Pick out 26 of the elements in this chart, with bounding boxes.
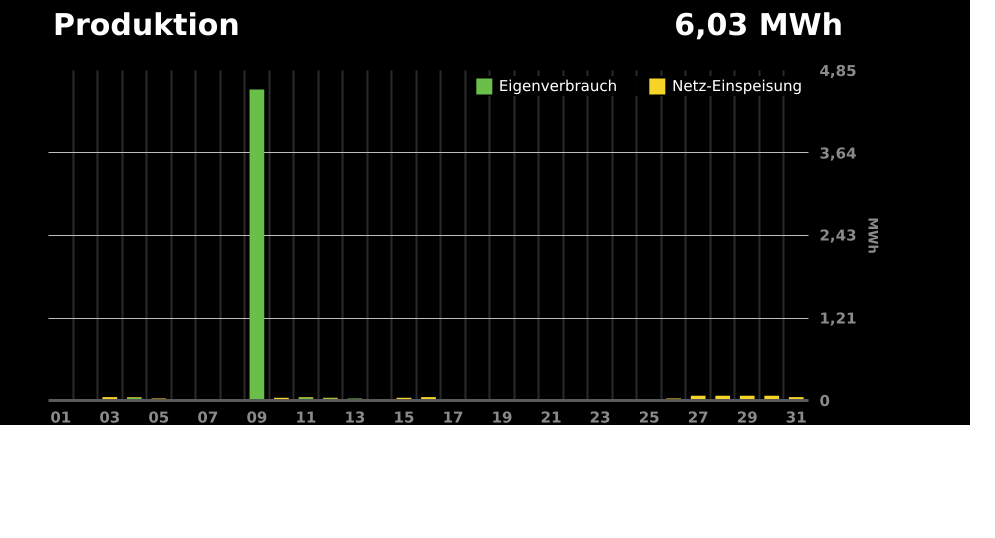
x-tick-label: 05 xyxy=(148,408,170,426)
x-tick-label: 11 xyxy=(295,408,316,426)
y-tick-label: 2,43 xyxy=(820,226,857,245)
x-tick-label: 23 xyxy=(590,408,611,426)
x-tick-label: 01 xyxy=(50,408,72,426)
y-tick-label: 0 xyxy=(820,392,830,410)
chart-title: Produktion xyxy=(53,7,240,45)
x-tick-label: 31 xyxy=(786,408,807,426)
legend-label: Eigenverbrauch xyxy=(498,77,618,95)
x-tick-label: 27 xyxy=(688,408,709,426)
x-tick-label: 15 xyxy=(394,408,414,426)
x-tick-label: 29 xyxy=(736,408,758,426)
y-axis-title: MWh xyxy=(864,217,880,254)
y-tick-label: 4,85 xyxy=(820,62,857,80)
x-tick-label: 09 xyxy=(246,408,268,426)
legend-label: Netz-Einspeisung xyxy=(672,77,802,95)
x-tick-label: 13 xyxy=(344,408,366,426)
chart-subtitle: 6,03 MWh xyxy=(674,7,843,45)
x-tick-label: 17 xyxy=(442,408,464,426)
y-tick-label: 1,21 xyxy=(820,310,857,328)
y-tick-label: 3,64 xyxy=(820,144,857,162)
x-tick-label: 25 xyxy=(638,408,660,426)
x-tick-label: 07 xyxy=(197,408,218,426)
x-tick-label: 03 xyxy=(99,408,120,426)
x-tick-label: 21 xyxy=(540,408,562,426)
x-tick-label: 19 xyxy=(492,408,512,426)
